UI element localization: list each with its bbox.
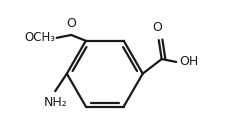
Text: OH: OH bbox=[178, 55, 198, 68]
Text: O: O bbox=[152, 21, 161, 34]
Text: NH₂: NH₂ bbox=[43, 96, 67, 109]
Text: O: O bbox=[66, 17, 76, 30]
Text: OCH₃: OCH₃ bbox=[24, 31, 55, 44]
